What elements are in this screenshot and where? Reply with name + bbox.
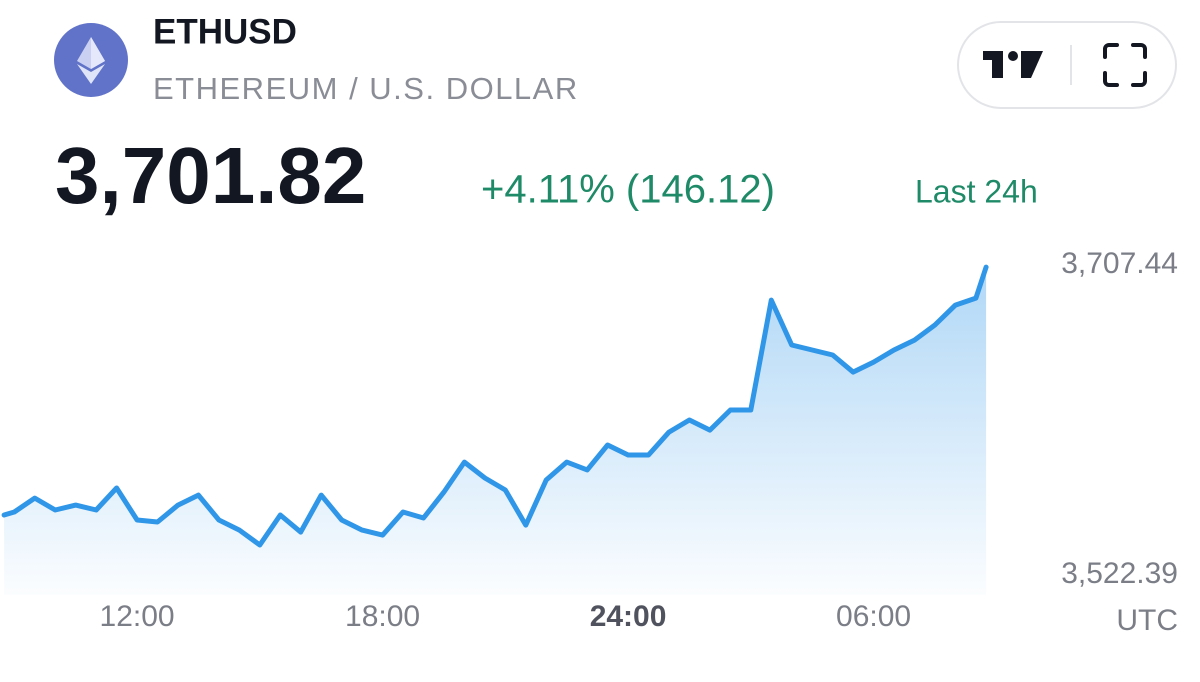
symbol: ETHUSD xyxy=(153,12,297,51)
y-tick-label: 3,522.39 xyxy=(1061,557,1178,590)
logo xyxy=(54,23,128,97)
y-tick-label: 3,707.44 xyxy=(1061,247,1178,280)
x-axis-unit: UTC xyxy=(1116,604,1178,637)
period: Last 24h xyxy=(915,173,1038,209)
tradingview-button[interactable] xyxy=(983,51,1043,78)
x-tick-label: 06:00 xyxy=(836,600,911,633)
fullscreen-button[interactable] xyxy=(1103,43,1147,87)
toolbar xyxy=(957,21,1177,109)
x-tick-label: 24:00 xyxy=(590,600,667,633)
x-tick-label: 18:00 xyxy=(345,600,420,633)
area-fill xyxy=(4,267,987,595)
x-tick-label: 12:00 xyxy=(100,600,175,633)
price-line xyxy=(1,264,989,548)
change: +4.11% (146.12) xyxy=(481,168,775,212)
price: 3,701.82 xyxy=(55,131,366,220)
subtitle: ETHEREUM / U.S. DOLLAR xyxy=(153,71,579,106)
